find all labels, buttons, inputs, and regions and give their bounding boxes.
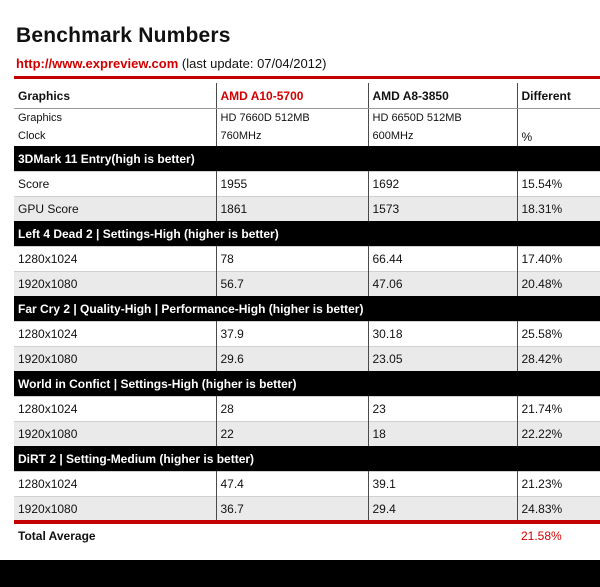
spec-label-clock: Clock xyxy=(18,130,46,142)
row-label: 1920x1080 xyxy=(14,496,217,521)
section-title: DiRT 2 | Setting-Medium (higher is bette… xyxy=(14,446,600,472)
source-link[interactable]: http://www.expreview.com xyxy=(16,56,179,71)
row-label: 1280x1024 xyxy=(14,246,217,272)
row-diff: 21.23% xyxy=(517,471,600,497)
row-diff: 15.54% xyxy=(517,171,600,197)
header-row: Graphics AMD A10-5700 AMD A8-3850 Differ… xyxy=(14,83,600,109)
row-label: 1920x1080 xyxy=(14,421,217,446)
section-header: DiRT 2 | Setting-Medium (higher is bette… xyxy=(14,446,600,472)
row-label: Score xyxy=(14,171,217,197)
header-a10: AMD A10-5700 xyxy=(216,83,369,109)
table-row: 1920x1080 22 18 22.22% xyxy=(14,421,600,446)
section-title: Far Cry 2 | Quality-High | Performance-H… xyxy=(14,296,600,322)
total-row: Total Average 21.58% xyxy=(14,524,600,560)
row-diff: 28.42% xyxy=(517,346,600,371)
total-label: Total Average xyxy=(18,529,96,543)
row-a8: 18 xyxy=(368,421,518,446)
spec-a10: HD 7660D 512MB 760MHz xyxy=(216,108,369,146)
spec-label: Graphics Clock xyxy=(14,108,217,146)
row-a8: 66.44 xyxy=(368,246,518,272)
row-label: 1280x1024 xyxy=(14,396,217,422)
row-a10: 29.6 xyxy=(216,346,369,371)
row-diff: 20.48% xyxy=(517,271,600,296)
row-a10: 47.4 xyxy=(216,471,369,497)
row-a10: 1955 xyxy=(216,171,369,197)
header-graphics: Graphics xyxy=(14,83,217,109)
last-update-text: (last update: 07/04/2012) xyxy=(181,56,327,71)
row-a10: 56.7 xyxy=(216,271,369,296)
row-label: GPU Score xyxy=(14,196,217,221)
table-row: Score 1955 1692 15.54% xyxy=(14,171,600,197)
row-diff: 17.40% xyxy=(517,246,600,272)
section-title: Left 4 Dead 2 | Settings-High (higher is… xyxy=(14,221,600,247)
section-header: 3DMark 11 Entry(high is better) xyxy=(14,146,600,172)
spec-a10-graphics: HD 7660D 512MB xyxy=(220,112,310,124)
footer-bar xyxy=(0,560,600,587)
row-a8: 47.06 xyxy=(368,271,518,296)
total-divider xyxy=(14,520,600,524)
row-a8: 29.4 xyxy=(368,496,518,521)
source-line: http://www.expreview.com (last update: 0… xyxy=(16,56,326,71)
spec-a8-graphics: HD 6650D 512MB xyxy=(372,112,462,124)
table-row: 1920x1080 36.7 29.4 24.83% xyxy=(14,496,600,521)
row-label: 1280x1024 xyxy=(14,471,217,497)
total-value: 21.58% xyxy=(521,529,562,543)
benchmark-table: Graphics AMD A10-5700 AMD A8-3850 Differ… xyxy=(14,83,600,521)
header-different: Different xyxy=(517,83,600,109)
spec-label-graphics: Graphics xyxy=(18,112,63,124)
table-row: 1280x1024 78 66.44 17.40% xyxy=(14,246,600,272)
row-label: 1920x1080 xyxy=(14,346,217,371)
row-a8: 23.05 xyxy=(368,346,518,371)
spec-a8-clock: 600MHz xyxy=(372,130,414,142)
header-a8: AMD A8-3850 xyxy=(368,83,518,109)
row-a10: 78 xyxy=(216,246,369,272)
section-header: Left 4 Dead 2 | Settings-High (higher is… xyxy=(14,221,600,247)
spec-a8: HD 6650D 512MB 600MHz xyxy=(368,108,518,146)
row-a8: 1573 xyxy=(368,196,518,221)
row-a10: 37.9 xyxy=(216,321,369,347)
row-a8: 39.1 xyxy=(368,471,518,497)
section-header: Far Cry 2 | Quality-High | Performance-H… xyxy=(14,296,600,322)
row-a10: 22 xyxy=(216,421,369,446)
spec-diff-unit: % xyxy=(521,130,533,144)
table-row: 1280x1024 47.4 39.1 21.23% xyxy=(14,471,600,497)
section-title: World in Confict | Settings-High (higher… xyxy=(14,371,600,397)
row-a8: 23 xyxy=(368,396,518,422)
row-a10: 1861 xyxy=(216,196,369,221)
table-row: 1920x1080 29.6 23.05 28.42% xyxy=(14,346,600,371)
table-row: 1920x1080 56.7 47.06 20.48% xyxy=(14,271,600,296)
row-a8: 1692 xyxy=(368,171,518,197)
table-row: GPU Score 1861 1573 18.31% xyxy=(14,196,600,221)
row-a10: 36.7 xyxy=(216,496,369,521)
title-divider xyxy=(14,76,600,79)
row-label: 1280x1024 xyxy=(14,321,217,347)
spec-row: Graphics Clock HD 7660D 512MB 760MHz HD … xyxy=(14,108,600,146)
spec-a10-clock: 760MHz xyxy=(220,130,262,142)
row-diff: 24.83% xyxy=(517,496,600,521)
section-header: World in Confict | Settings-High (higher… xyxy=(14,371,600,397)
row-a10: 28 xyxy=(216,396,369,422)
row-diff: 25.58% xyxy=(517,321,600,347)
row-a8: 30.18 xyxy=(368,321,518,347)
section-title: 3DMark 11 Entry(high is better) xyxy=(14,146,600,172)
table-row: 1280x1024 37.9 30.18 25.58% xyxy=(14,321,600,347)
row-label: 1920x1080 xyxy=(14,271,217,296)
page-title: Benchmark Numbers xyxy=(16,24,231,47)
table-row: 1280x1024 28 23 21.74% xyxy=(14,396,600,422)
row-diff: 21.74% xyxy=(517,396,600,422)
row-diff: 18.31% xyxy=(517,196,600,221)
row-diff: 22.22% xyxy=(517,421,600,446)
